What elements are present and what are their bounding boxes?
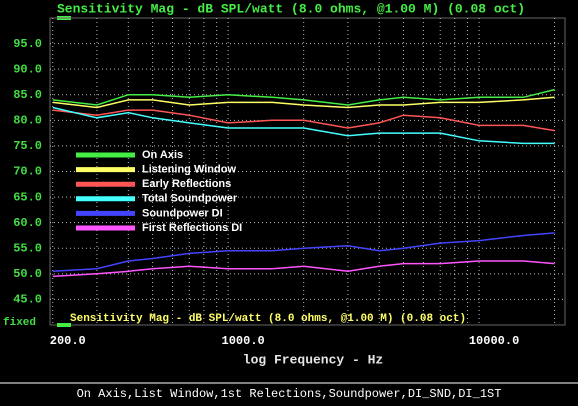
y-mode: fixed — [3, 317, 36, 329]
legend-label: Soundpower DI — [142, 207, 223, 219]
y-tick-label: 75.0 — [13, 139, 42, 153]
marker — [57, 323, 71, 327]
y-tick-label: 90.0 — [13, 62, 42, 76]
legend-label: Early Reflections — [142, 178, 231, 190]
series-line — [52, 106, 555, 145]
y-tick-label: 85.0 — [13, 88, 42, 102]
chart-title: Sensitivity Mag - dB SPL/watt (8.0 ohms,… — [57, 1, 525, 16]
x-tick-label: 200.0 — [50, 334, 86, 348]
y-tick-label: 95.0 — [13, 37, 42, 51]
y-tick-label: 60.0 — [13, 216, 42, 230]
y-tick-label: 80.0 — [13, 114, 42, 128]
series-line — [52, 109, 555, 132]
x-axis-label: log Frequency - Hz — [243, 352, 383, 367]
lines — [52, 88, 555, 278]
y-tick-label: 55.0 — [13, 241, 42, 255]
series-line — [52, 96, 555, 109]
legend-label: On Axis — [142, 149, 183, 161]
y-tick-label: 50.0 — [13, 267, 42, 281]
y-tick-label: 65.0 — [13, 190, 42, 204]
y-tick-label: 45.0 — [13, 293, 42, 307]
x-tick-label: 1000.0 — [222, 334, 265, 348]
series-line — [52, 232, 555, 273]
plot-caption: Sensitivity Mag - dB SPL/watt (8.0 ohms,… — [70, 313, 466, 325]
legend: On Axis Listening Window Early Reflections… — [76, 149, 242, 234]
legend-label: Listening Window — [142, 164, 236, 176]
legend-label: First Reflections DI — [142, 222, 242, 234]
series-line — [52, 88, 555, 106]
series-line — [52, 260, 555, 278]
y-tick-label: 70.0 — [13, 165, 42, 179]
x-tick-label: 10000.0 — [469, 334, 519, 348]
legend-label: Total Soundpower — [142, 193, 238, 205]
footer: On Axis,List Window,1st Relections,Sound… — [77, 387, 502, 401]
